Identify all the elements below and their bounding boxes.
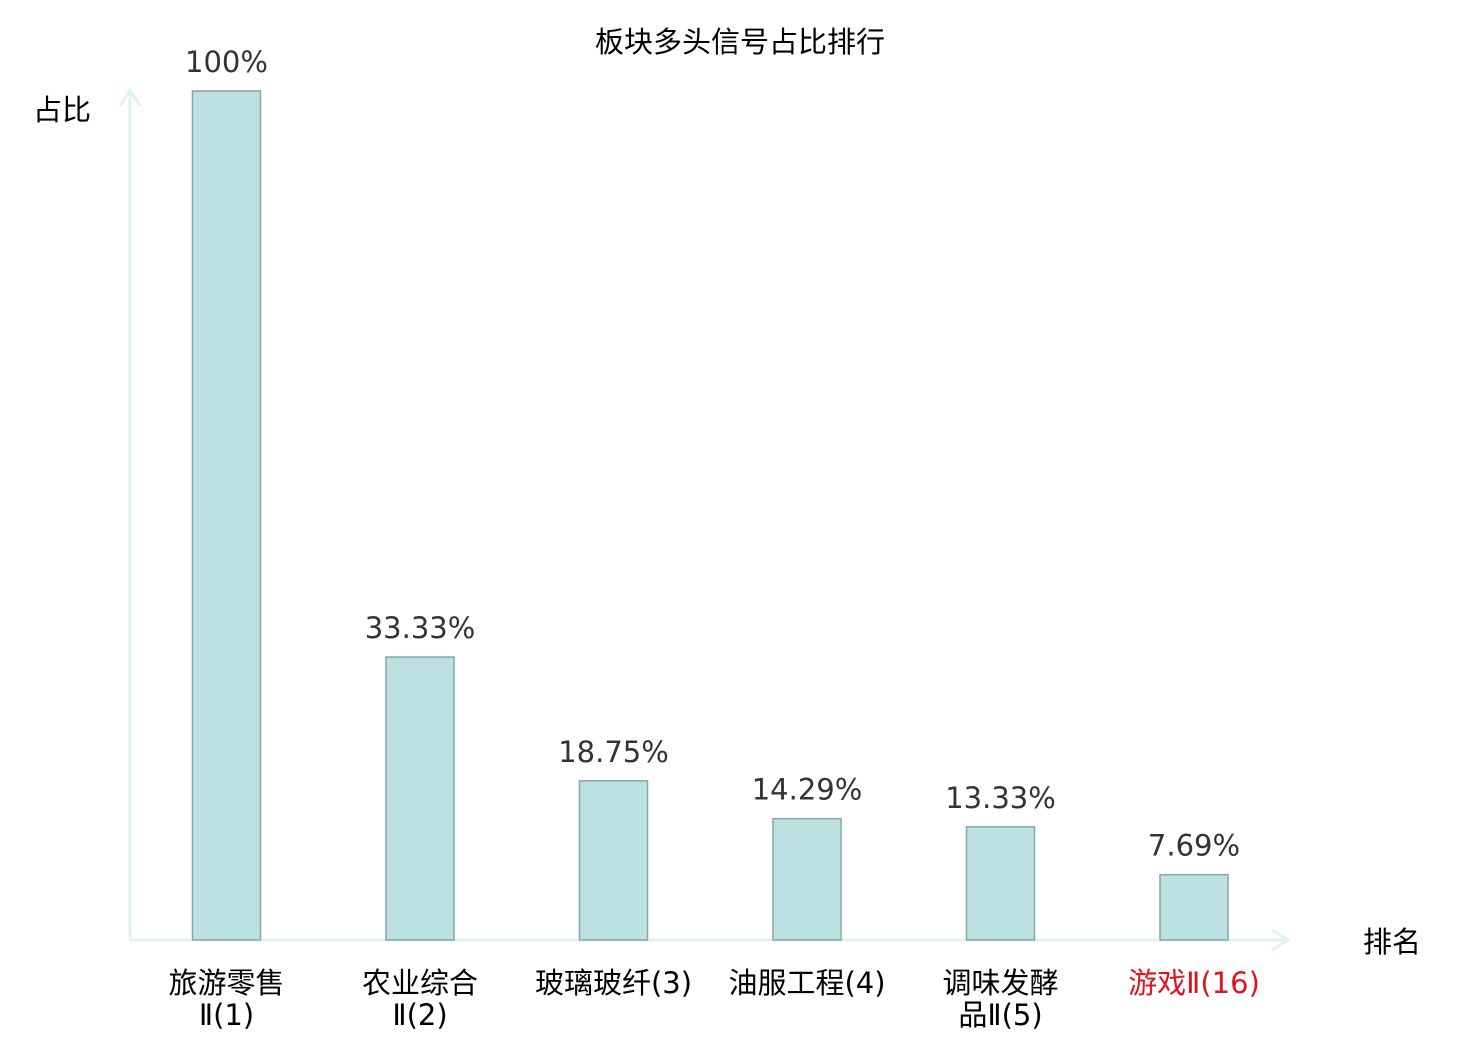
chart-title: 板块多头信号占比排行 (595, 25, 885, 59)
data-label: 100% (185, 45, 268, 79)
bar (772, 817, 842, 941)
bar (1159, 873, 1229, 941)
x-axis-label: 排名 (1363, 925, 1421, 959)
bar (965, 826, 1036, 941)
bar (578, 780, 649, 941)
data-label: 33.33% (365, 611, 476, 645)
bar (191, 90, 262, 941)
data-label: 18.75% (558, 735, 669, 769)
data-label: 14.29% (752, 773, 863, 807)
tick-label: 品Ⅱ(5) (958, 998, 1042, 1032)
value-labels: 100% 33.33% 18.75% 14.29% 13.33% 7.69% (185, 45, 1240, 863)
bars (191, 90, 1229, 941)
tick-label: 玻璃玻纤(3) (535, 966, 692, 1000)
y-axis-label: 占比 (33, 93, 91, 127)
axes (118, 88, 1290, 952)
tick-label: 农业综合 (362, 966, 478, 1000)
data-label: 13.33% (945, 781, 1056, 815)
tick-label: 旅游零售 (168, 966, 284, 1000)
x-axis-arrow (1271, 928, 1290, 952)
tick-label: Ⅱ(2) (392, 998, 447, 1032)
y-axis-arrow (118, 88, 142, 107)
tick-label: 油服工程(4) (728, 966, 885, 1000)
tick-label: Ⅱ(1) (199, 998, 254, 1032)
data-label: 7.69% (1148, 829, 1240, 863)
tick-label: 游戏Ⅱ(16) (1128, 966, 1260, 1000)
bar (385, 656, 455, 941)
tick-label: 调味发酵 (942, 966, 1058, 1000)
